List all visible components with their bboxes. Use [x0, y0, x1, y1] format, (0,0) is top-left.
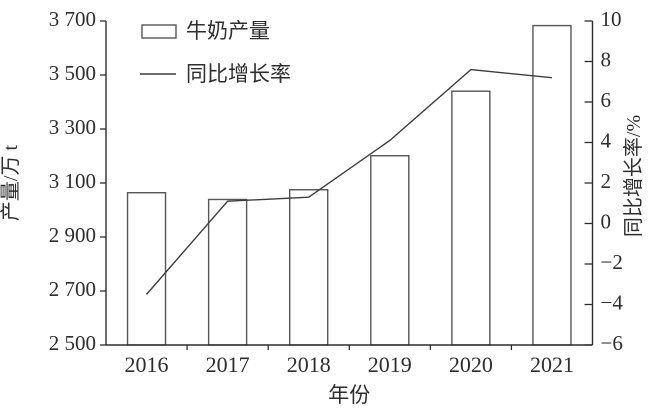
bar-2020 — [451, 90, 491, 346]
x-axis-tick-label: 2019 — [368, 352, 412, 377]
left-axis-tick-label: 3 300 — [49, 115, 96, 139]
x-axis-tick-label: 2020 — [449, 352, 493, 377]
legend-item-line-label: 同比增长率 — [186, 62, 291, 86]
right-axis-tick-label: −4 — [601, 290, 624, 314]
x-axis-tick-label: 2016 — [125, 352, 169, 377]
right-axis-tick-label: 10 — [601, 7, 622, 31]
right-axis-tick-label: 0 — [601, 209, 612, 233]
left-axis-tick-label: 3 100 — [49, 169, 96, 193]
left-axis-tick-label: 2 900 — [49, 223, 96, 247]
right-axis-tick-label: 8 — [601, 47, 612, 71]
left-axis-tick-label: 3 700 — [49, 7, 96, 31]
right-axis-tick-label: −2 — [601, 250, 623, 274]
right-axis-tick-label: 2 — [601, 169, 612, 193]
x-axis-tick-label: 2017 — [206, 352, 250, 377]
right-axis-tick-label: 4 — [601, 128, 612, 152]
right-axis-tick-label: 6 — [601, 88, 612, 112]
bar-2018 — [289, 189, 329, 346]
legend-item-bar-label: 牛奶产量 — [186, 19, 270, 43]
x-axis-tick-label: 2018 — [287, 352, 331, 377]
bar-2016 — [126, 192, 167, 346]
x-axis-tick-label: 2021 — [530, 352, 574, 377]
x-axis-title: 年份 — [328, 383, 370, 407]
right-axis-title: 同比增长率/% — [622, 115, 645, 237]
bar-2019 — [370, 155, 410, 346]
left-axis-tick-label: 2 700 — [49, 277, 96, 301]
left-axis-title: 产量/万 t — [0, 145, 22, 222]
growth-line — [146, 68, 553, 295]
left-axis-tick-label: 3 500 — [49, 61, 96, 85]
bar-2017 — [207, 198, 248, 346]
bar-2021 — [532, 24, 572, 346]
legend-bar-swatch-icon — [141, 24, 177, 39]
right-axis-tick-label: −6 — [601, 331, 623, 355]
left-axis-tick-label: 2 500 — [49, 331, 96, 355]
